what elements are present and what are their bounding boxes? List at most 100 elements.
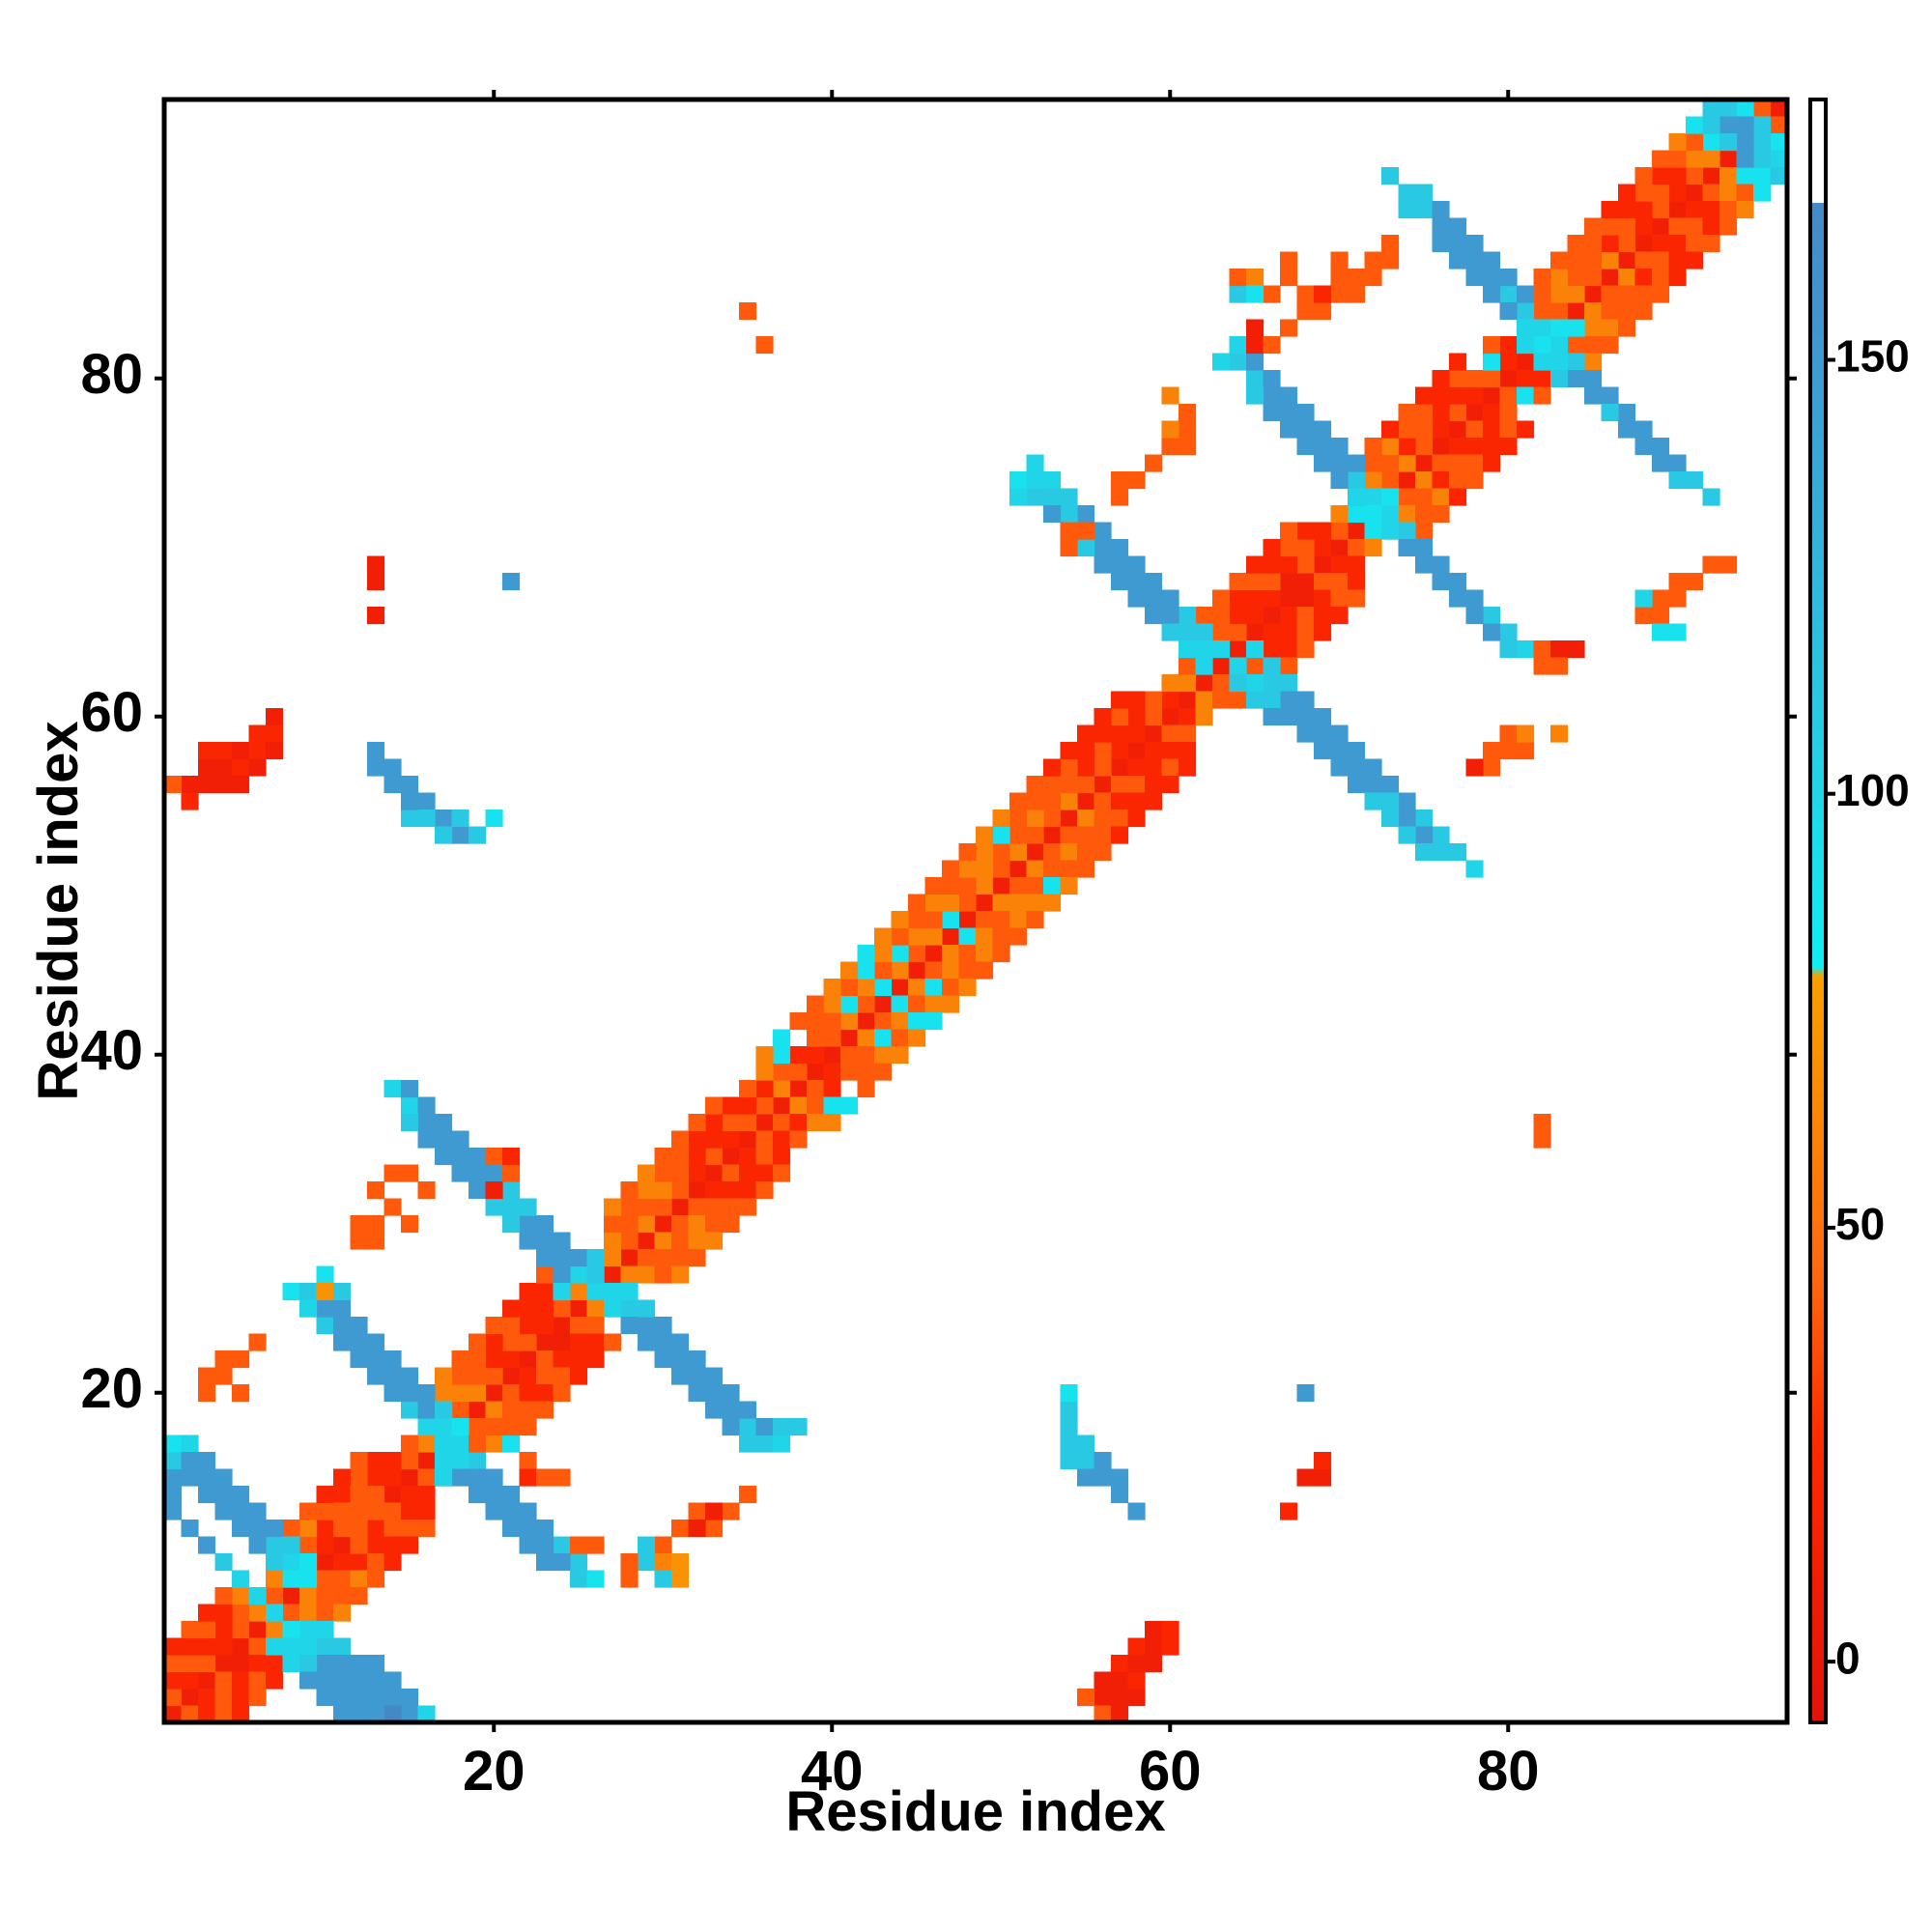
heatmap-cell xyxy=(1094,708,1112,726)
heatmap-cell xyxy=(874,995,893,1013)
heatmap-cell xyxy=(198,758,216,777)
heatmap-cell xyxy=(367,1671,385,1690)
heatmap-cell xyxy=(248,1587,267,1605)
heatmap-cell xyxy=(384,1164,402,1182)
heatmap-cell xyxy=(164,776,183,794)
x-tick-label: 20 xyxy=(463,1740,526,1803)
heatmap-cell xyxy=(1094,742,1112,760)
heatmap-cell xyxy=(401,1114,419,1132)
heatmap-cell xyxy=(1415,386,1434,405)
heatmap-cell xyxy=(1111,555,1129,574)
heatmap-cell xyxy=(992,843,1010,862)
heatmap-cell xyxy=(773,1148,791,1166)
heatmap-cell xyxy=(1499,404,1518,422)
heatmap-cell xyxy=(417,1452,436,1470)
heatmap-cell xyxy=(1111,691,1129,709)
heatmap-cell xyxy=(840,1012,859,1031)
heatmap-cell xyxy=(198,1536,216,1554)
heatmap-cell xyxy=(992,860,1010,878)
heatmap-cell xyxy=(181,1520,199,1538)
heatmap-cell xyxy=(942,927,960,946)
heatmap-cell xyxy=(350,1553,368,1572)
heatmap-cell xyxy=(857,1029,875,1047)
heatmap-cell xyxy=(1618,184,1636,202)
heatmap-cell xyxy=(333,1689,352,1707)
heatmap-cell xyxy=(1702,488,1720,506)
heatmap-cell xyxy=(1364,758,1382,777)
heatmap-cell xyxy=(164,1637,183,1656)
heatmap-cell xyxy=(1161,589,1179,608)
heatmap-cell xyxy=(248,1621,267,1639)
heatmap-cell xyxy=(367,1215,385,1234)
heatmap-cell xyxy=(755,1130,774,1149)
heatmap-cell xyxy=(1517,319,1535,337)
heatmap-cell xyxy=(232,1705,250,1723)
heatmap-cell xyxy=(1026,792,1044,810)
heatmap-cell xyxy=(1499,420,1518,439)
x-axis-title: Residue index xyxy=(785,1780,1165,1843)
heatmap-cell xyxy=(1364,776,1382,794)
heatmap-cell xyxy=(1077,1435,1095,1453)
heatmap-cell xyxy=(1668,184,1687,202)
heatmap-cell xyxy=(620,1215,639,1234)
heatmap-cell xyxy=(1330,505,1349,524)
heatmap-cell xyxy=(1533,269,1551,287)
heatmap-cell xyxy=(1736,184,1754,202)
heatmap-cell xyxy=(789,1046,808,1065)
heatmap-cell xyxy=(1348,573,1366,591)
heatmap-cell xyxy=(705,1367,724,1385)
heatmap-cell xyxy=(519,1384,537,1403)
heatmap-cell xyxy=(536,1553,554,1572)
heatmap-cell xyxy=(1263,336,1281,355)
heatmap-cell xyxy=(181,1689,199,1707)
heatmap-cell xyxy=(976,860,994,878)
heatmap-cell xyxy=(181,1705,199,1723)
heatmap-cell xyxy=(350,1520,368,1538)
heatmap-cell xyxy=(908,1029,926,1047)
heatmap-cell xyxy=(485,1148,503,1166)
heatmap-cell xyxy=(840,979,859,997)
heatmap-cell xyxy=(1550,319,1569,337)
heatmap-cell xyxy=(773,1096,791,1115)
heatmap-cell xyxy=(214,1671,233,1690)
heatmap-cell xyxy=(638,1265,656,1284)
heatmap-cell xyxy=(1127,758,1146,777)
heatmap-cell xyxy=(1668,251,1687,270)
heatmap-cell xyxy=(333,1502,352,1520)
heatmap-cell xyxy=(1634,217,1653,236)
heatmap-cell xyxy=(367,1452,385,1470)
heatmap-cell xyxy=(553,1468,571,1487)
heatmap-cell xyxy=(1465,235,1484,253)
heatmap-cell xyxy=(1161,386,1179,405)
colorbar-frame xyxy=(1808,98,1828,1724)
heatmap-cell xyxy=(874,1012,893,1031)
heatmap-cell xyxy=(384,1502,402,1520)
heatmap-cell xyxy=(722,1502,740,1520)
heatmap-cell xyxy=(857,1063,875,1081)
heatmap-cell xyxy=(232,1350,250,1369)
heatmap-cell xyxy=(384,1671,402,1690)
heatmap-cell xyxy=(553,1249,571,1267)
heatmap-cell xyxy=(1364,539,1382,557)
heatmap-cell xyxy=(638,1164,656,1182)
heatmap-cell xyxy=(1719,217,1738,236)
heatmap-cell xyxy=(214,742,233,760)
heatmap-cell xyxy=(536,1367,554,1385)
heatmap-cell xyxy=(1179,708,1197,726)
heatmap-cell xyxy=(1111,539,1129,557)
heatmap-cell xyxy=(1348,776,1366,794)
heatmap-cell xyxy=(248,1536,267,1554)
heatmap-cell xyxy=(1280,623,1298,641)
heatmap-cell xyxy=(1398,792,1416,810)
heatmap-cell xyxy=(401,810,419,828)
heatmap-cell xyxy=(586,1317,605,1335)
heatmap-cell xyxy=(807,1029,825,1047)
heatmap-cell xyxy=(671,1570,690,1588)
heatmap-cell xyxy=(435,810,453,828)
heatmap-cell xyxy=(1465,370,1484,388)
heatmap-cell xyxy=(1280,251,1298,270)
heatmap-cell xyxy=(198,1367,216,1385)
heatmap-cell xyxy=(1296,607,1315,625)
heatmap-cell xyxy=(282,1587,300,1605)
heatmap-cell xyxy=(1618,302,1636,321)
